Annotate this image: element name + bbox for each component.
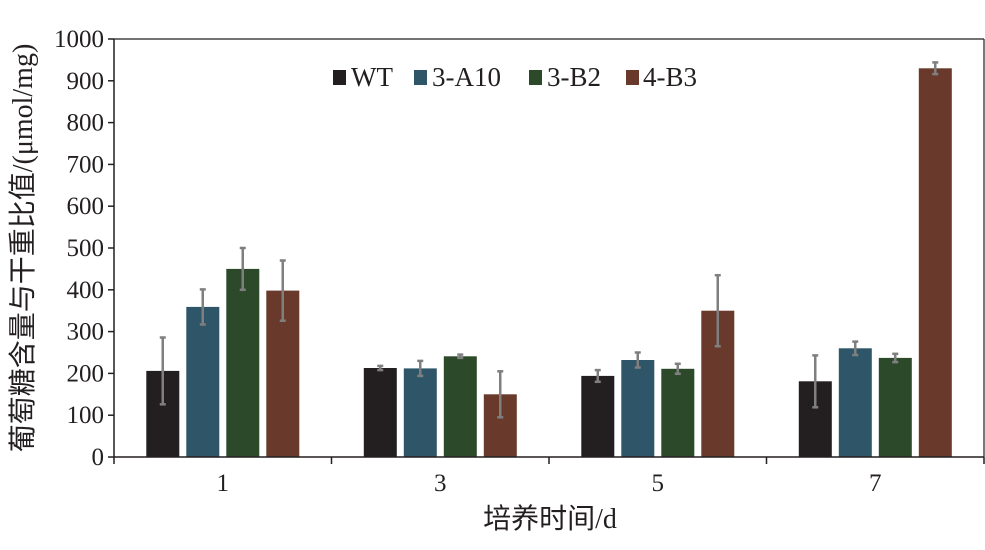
error-bar-3-b2-day-3	[457, 353, 464, 360]
error-bar-wt-day-1	[159, 336, 166, 406]
legend-label-3-b2: 3-B2	[547, 62, 601, 92]
error-bar-3-b2-day-1	[239, 246, 246, 292]
y-tick-label: 1000	[54, 26, 104, 53]
legend-swatch-wt	[333, 70, 346, 85]
y-tick-label: 800	[67, 110, 105, 137]
error-bar-4-b3-day-1	[279, 259, 286, 322]
bar-wt-day-3	[363, 368, 397, 457]
legend-swatch-3-a10	[414, 70, 427, 85]
y-tick-label: 100	[67, 402, 105, 429]
legend-label-wt: WT	[351, 62, 393, 92]
error-bar-wt-day-7	[812, 354, 819, 409]
error-bar-3-b2-day-5	[674, 362, 681, 376]
error-bar-3-b2-day-7	[892, 352, 899, 364]
y-tick-label: 500	[67, 235, 105, 262]
bar-3-a10-day-5	[621, 360, 655, 457]
y-tick-label: 200	[67, 360, 105, 387]
error-bar-wt-day-3	[377, 364, 384, 372]
y-tick-label: 300	[67, 319, 105, 346]
x-tick-label: 5	[652, 470, 665, 497]
bar-wt-day-5	[581, 375, 615, 457]
bar-3-b2-day-1	[226, 268, 260, 457]
error-bar-3-a10-day-1	[199, 288, 206, 326]
legend-label-3-a10: 3-A10	[432, 62, 501, 92]
x-axis-title: 培养时间/d	[483, 503, 617, 535]
legend-swatch-3-b2	[529, 70, 542, 85]
bar-3-b2-day-5	[661, 368, 695, 457]
bar-3-a10-day-1	[186, 306, 220, 457]
y-tick-label: 900	[67, 68, 105, 95]
y-tick-label: 700	[67, 151, 105, 178]
bar-3-b2-day-7	[878, 357, 912, 457]
legend-item-wt: WT	[333, 62, 393, 92]
plot-area: 0 100 200 300 400 500 600 700 800 900 1000 1 3 5 7	[54, 26, 985, 497]
x-tick-label: 7	[869, 470, 882, 497]
legend-item-3-b2: 3-B2	[529, 62, 601, 92]
legend-item-4-b3: 4-B3	[626, 62, 697, 92]
error-bar-4-b3-day-7	[932, 61, 939, 76]
y-tick-label: 0	[92, 444, 105, 471]
error-bar-4-b3-day-5	[714, 273, 721, 348]
y-tick-label: 600	[67, 193, 105, 220]
y-tick-label: 400	[67, 277, 105, 304]
bar-3-b2-day-3	[443, 356, 477, 457]
error-bar-3-a10-day-5	[634, 351, 641, 369]
error-bar-3-a10-day-7	[852, 340, 859, 357]
legend-label-4-b3: 4-B3	[643, 62, 697, 92]
x-tick-label: 3	[434, 470, 447, 497]
x-tick-label: 1	[217, 470, 230, 497]
error-bar-4-b3-day-3	[497, 370, 504, 419]
bar-4-b3-day-7	[918, 68, 952, 458]
legend-swatch-4-b3	[626, 70, 639, 85]
y-axis-title: 葡萄糖含量与干重比值/(μmol/mg)	[7, 44, 39, 453]
legend: WT 3-A10 3-B2 4-B3	[333, 62, 697, 92]
bar-3-a10-day-3	[403, 368, 437, 457]
error-bar-3-a10-day-3	[417, 359, 424, 378]
legend-item-3-a10: 3-A10	[414, 62, 501, 92]
error-bar-wt-day-5	[594, 368, 601, 384]
bar-3-a10-day-7	[838, 348, 872, 457]
